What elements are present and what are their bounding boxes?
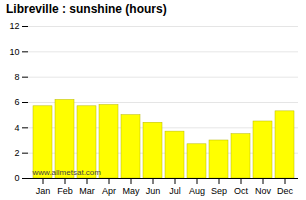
svg-text:May: May bbox=[122, 186, 140, 196]
svg-text:Sep: Sep bbox=[211, 186, 227, 196]
svg-text:8: 8 bbox=[14, 72, 19, 82]
svg-text:Jun: Jun bbox=[146, 186, 161, 196]
svg-text:6: 6 bbox=[14, 97, 19, 107]
svg-text:www.allmetsat.com: www.allmetsat.com bbox=[32, 168, 102, 177]
svg-text:2: 2 bbox=[14, 148, 19, 158]
svg-text:Aug: Aug bbox=[189, 186, 205, 196]
svg-text:0: 0 bbox=[14, 173, 19, 183]
svg-text:12: 12 bbox=[9, 21, 19, 31]
html-text:Libreville : sunshine (hours): Libreville : sunshine (hours) bbox=[6, 2, 167, 16]
svg-text:Jul: Jul bbox=[169, 186, 181, 196]
svg-text:Oct: Oct bbox=[234, 186, 249, 196]
svg-text:Nov: Nov bbox=[255, 186, 272, 196]
svg-text:Feb: Feb bbox=[57, 186, 73, 196]
svg-text:10: 10 bbox=[9, 47, 19, 57]
svg-text:Mar: Mar bbox=[79, 186, 95, 196]
svg-text:Dec: Dec bbox=[277, 186, 294, 196]
svg-text:4: 4 bbox=[14, 123, 19, 133]
svg-text:Apr: Apr bbox=[102, 186, 116, 196]
svg-text:Jan: Jan bbox=[36, 186, 51, 196]
